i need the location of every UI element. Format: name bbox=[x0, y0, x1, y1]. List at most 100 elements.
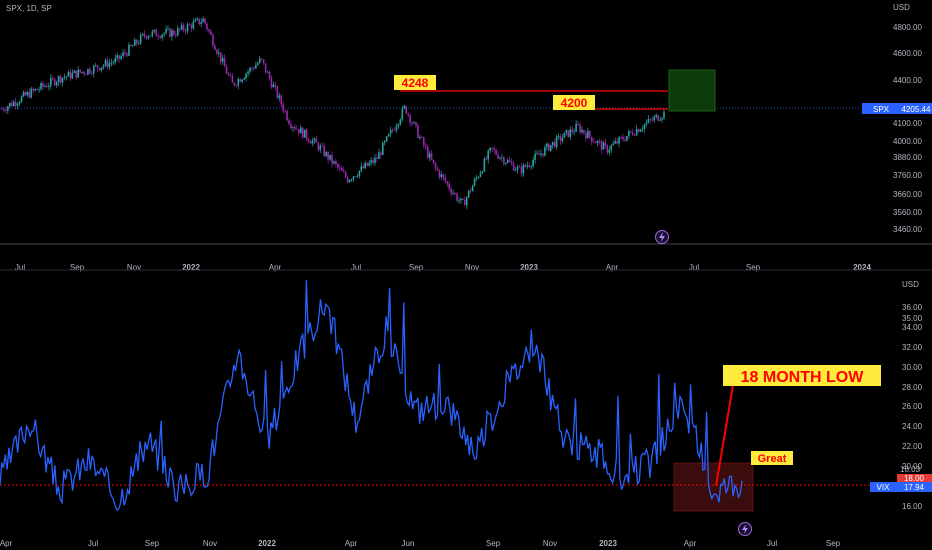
bottom-x-tick: Apr bbox=[0, 539, 13, 548]
bottom-x-tick: Apr bbox=[345, 539, 358, 548]
top-x-tick: Sep bbox=[70, 263, 85, 272]
candle-body bbox=[247, 71, 249, 74]
candle-body bbox=[575, 123, 577, 132]
top-x-tick: Nov bbox=[127, 263, 141, 272]
top-lightning-icon[interactable] bbox=[655, 230, 669, 244]
candle-body bbox=[317, 142, 320, 150]
candle-body bbox=[296, 128, 298, 130]
candle-body bbox=[98, 68, 101, 71]
candle-body bbox=[428, 153, 431, 158]
candle-body bbox=[583, 129, 585, 134]
candle-body bbox=[411, 122, 413, 124]
candle-body bbox=[329, 154, 331, 160]
candle-body bbox=[530, 166, 533, 167]
candle-body bbox=[389, 129, 392, 134]
top-x-tick: Sep bbox=[746, 263, 761, 272]
bottom-currency-label: USD bbox=[902, 280, 919, 289]
candle-body bbox=[520, 166, 523, 174]
candle-body bbox=[42, 83, 44, 87]
bottom-x-tick: Apr bbox=[684, 539, 697, 548]
candle-body bbox=[352, 176, 355, 180]
candle-body bbox=[331, 154, 333, 164]
candle-body bbox=[481, 171, 484, 173]
candle-body bbox=[30, 88, 33, 98]
candle-body bbox=[381, 142, 384, 155]
candle-body bbox=[434, 163, 437, 168]
bottom-y-tick: 28.00 bbox=[902, 383, 923, 392]
bottom-x-tick: 2023 bbox=[599, 539, 617, 548]
label-4200-box bbox=[553, 95, 595, 110]
candle-body bbox=[426, 147, 429, 158]
candle-body bbox=[104, 60, 107, 66]
bottom-x-axis[interactable]: Apr Jul Sep Nov 2022 Apr Jun Sep Nov 2023 Apr Jul Se… bbox=[0, 539, 841, 548]
candle-body bbox=[489, 147, 492, 151]
candle-body bbox=[48, 85, 50, 88]
candle-body bbox=[469, 190, 472, 192]
top-x-axis[interactable]: Jul Sep Nov 2022 Apr Jul Sep Nov 2023 Apr Jul Sep 20… bbox=[15, 263, 872, 272]
candle-body bbox=[602, 142, 605, 150]
candle-body bbox=[342, 170, 345, 173]
candle-body bbox=[235, 85, 238, 87]
top-panel: SPX, 1D, SP USD 4800.00 4600.00 4400.00 420… bbox=[0, 3, 932, 272]
candle-body bbox=[257, 62, 259, 65]
candle-body bbox=[663, 111, 665, 119]
top-y-tick: 3660.00 bbox=[893, 190, 922, 199]
candle-body bbox=[335, 161, 337, 164]
candle-body bbox=[376, 157, 378, 160]
candle-body bbox=[20, 96, 23, 103]
candle-body bbox=[407, 113, 409, 115]
candle-body bbox=[260, 58, 263, 60]
candle-body bbox=[462, 198, 464, 200]
bottom-y-tick: 34.00 bbox=[902, 323, 923, 332]
candle-body bbox=[649, 119, 652, 120]
bottom-y-tick: 22.00 bbox=[902, 442, 923, 451]
top-y-tick: 3760.00 bbox=[893, 171, 922, 180]
candle-body bbox=[92, 65, 95, 74]
candle-body bbox=[298, 128, 300, 134]
candle-body bbox=[546, 143, 548, 148]
bottom-lightning-icon[interactable] bbox=[738, 522, 752, 536]
candle-body bbox=[110, 62, 113, 64]
candle-body bbox=[288, 120, 290, 125]
candle-body bbox=[40, 83, 42, 90]
bottom-x-tick: Sep bbox=[145, 539, 160, 548]
candle-body bbox=[516, 166, 519, 170]
top-x-tick: Nov bbox=[465, 263, 479, 272]
candle-body bbox=[405, 106, 408, 114]
candle-body bbox=[479, 172, 482, 177]
candle-body bbox=[522, 164, 525, 174]
candle-body bbox=[122, 52, 124, 57]
candle-body bbox=[452, 193, 454, 194]
candle-body bbox=[204, 18, 206, 24]
candle-body bbox=[596, 140, 599, 144]
candle-body bbox=[626, 135, 628, 141]
candle-body bbox=[67, 71, 70, 77]
level-18-tag-text: 18.00 bbox=[904, 474, 925, 483]
candle-body bbox=[356, 176, 359, 177]
candle-body bbox=[473, 179, 476, 186]
candle-body bbox=[32, 88, 35, 91]
label-great-box bbox=[751, 451, 793, 465]
candle-body bbox=[497, 154, 499, 159]
candle-body bbox=[38, 89, 40, 91]
candle-body bbox=[274, 84, 277, 87]
bottom-x-tick: Sep bbox=[826, 539, 841, 548]
candle-body bbox=[174, 34, 177, 36]
candle-body bbox=[83, 71, 85, 74]
candle-body bbox=[106, 60, 109, 68]
bottom-x-tick: Jul bbox=[88, 539, 98, 548]
candle-body bbox=[399, 119, 402, 125]
candle-body bbox=[585, 133, 587, 139]
candle-body bbox=[631, 132, 634, 135]
candle-body bbox=[79, 69, 81, 73]
target-box[interactable] bbox=[668, 69, 716, 112]
low-zone-box[interactable] bbox=[673, 462, 754, 512]
top-y-tick: 4800.00 bbox=[893, 23, 922, 32]
candle-body bbox=[327, 152, 329, 160]
candle-body bbox=[594, 142, 597, 144]
candle-body bbox=[477, 176, 480, 178]
spx-symbol-tag-text: SPX bbox=[873, 105, 890, 114]
candle-body bbox=[464, 199, 466, 206]
